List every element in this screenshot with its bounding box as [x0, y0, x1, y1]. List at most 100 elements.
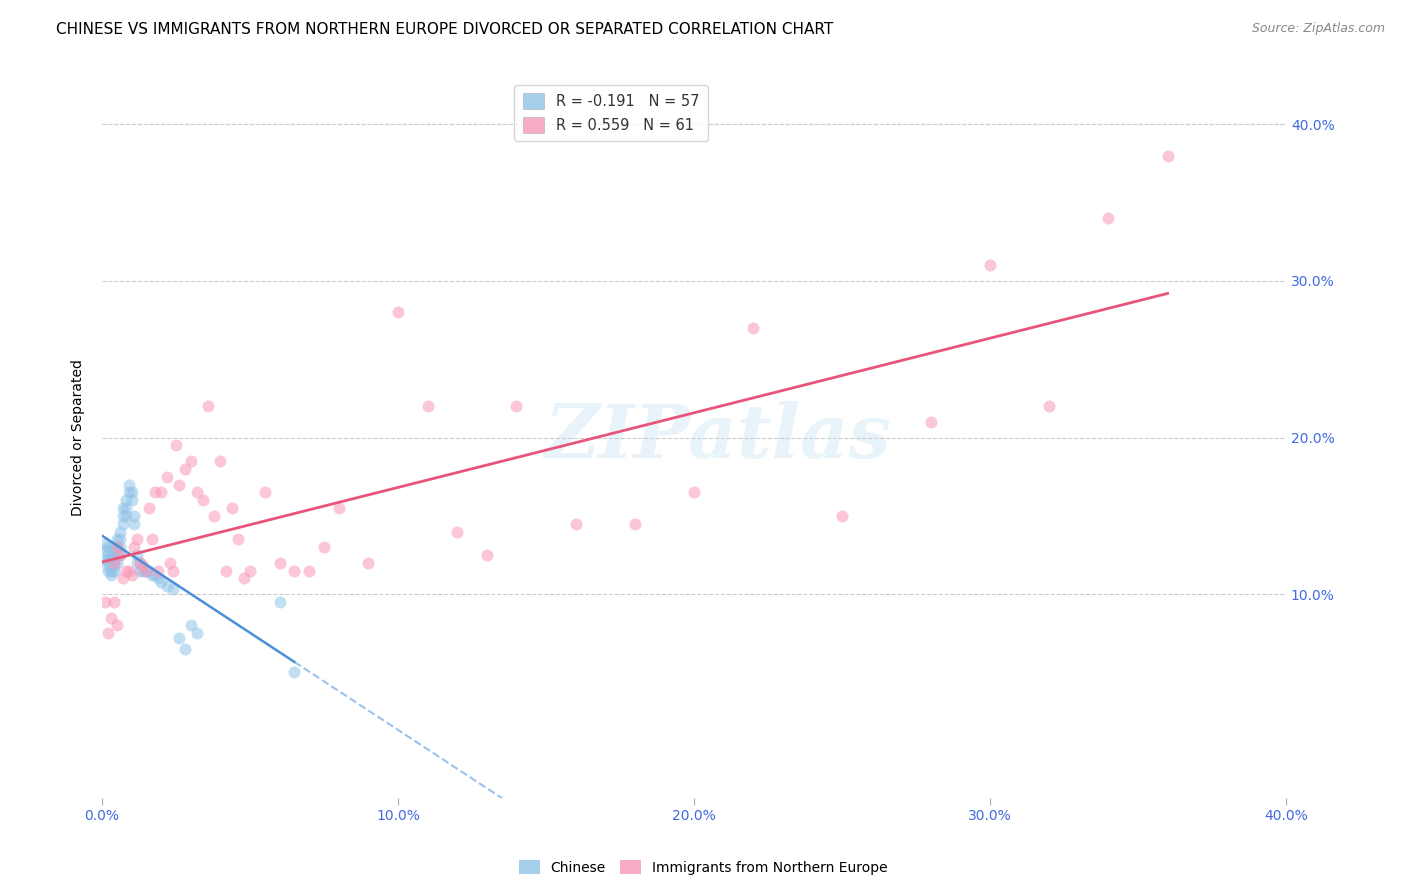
Point [920, 415, 942, 429]
Point [103, 556, 125, 570]
Point [97, 540, 120, 554]
Point [97, 548, 120, 562]
Point [298, 564, 321, 578]
Legend: Chinese, Immigrants from Northern Europe: Chinese, Immigrants from Northern Europe [513, 855, 893, 880]
Point [623, 516, 645, 531]
Point [186, 626, 208, 640]
Point [173, 462, 195, 476]
Point [253, 485, 276, 500]
Point [105, 540, 128, 554]
Point [1038, 399, 1060, 413]
Point [100, 543, 122, 558]
Point [121, 568, 143, 582]
Point [103, 595, 125, 609]
Point [97, 626, 120, 640]
Point [103, 558, 125, 573]
Point [138, 501, 160, 516]
Point [117, 477, 139, 491]
Point [209, 454, 232, 468]
Point [100, 610, 122, 624]
Point [108, 548, 131, 562]
Point [215, 564, 238, 578]
Point [129, 556, 152, 570]
Point [143, 485, 166, 500]
Point [100, 564, 122, 578]
Point [165, 438, 187, 452]
Point [124, 516, 146, 531]
Point [150, 485, 173, 500]
Point [132, 558, 155, 573]
Point [143, 568, 166, 582]
Point [97, 558, 120, 573]
Point [117, 485, 139, 500]
Point [180, 454, 202, 468]
Point [328, 501, 350, 516]
Point [146, 564, 169, 578]
Point [283, 564, 305, 578]
Point [180, 618, 202, 632]
Point [103, 552, 125, 566]
Point [156, 469, 179, 483]
Point [114, 501, 136, 516]
Point [173, 642, 195, 657]
Point [111, 572, 134, 586]
Point [564, 516, 586, 531]
Point [269, 556, 291, 570]
Point [111, 501, 134, 516]
Point [141, 568, 163, 582]
Point [117, 564, 139, 578]
Point [127, 556, 149, 570]
Point [94, 543, 117, 558]
Point [191, 493, 214, 508]
Point [111, 516, 134, 531]
Point [138, 564, 160, 578]
Point [127, 548, 149, 562]
Point [111, 508, 134, 523]
Point [416, 399, 439, 413]
Point [239, 564, 262, 578]
Point [141, 533, 163, 547]
Point [105, 548, 128, 562]
Point [105, 556, 128, 570]
Point [127, 533, 149, 547]
Point [129, 556, 152, 570]
Point [124, 540, 146, 554]
Point [831, 508, 853, 523]
Point [162, 564, 184, 578]
Point [94, 552, 117, 566]
Point [121, 485, 143, 500]
Text: CHINESE VS IMMIGRANTS FROM NORTHERN EUROPE DIVORCED OR SEPARATED CORRELATION CHA: CHINESE VS IMMIGRANTS FROM NORTHERN EURO… [56, 22, 834, 37]
Point [156, 579, 179, 593]
Point [105, 540, 128, 554]
Point [108, 524, 131, 539]
Point [132, 564, 155, 578]
Point [226, 533, 249, 547]
Point [167, 477, 190, 491]
Point [105, 618, 128, 632]
Point [167, 631, 190, 645]
Point [103, 548, 125, 562]
Point [103, 540, 125, 554]
Point [742, 321, 765, 335]
Point [159, 556, 181, 570]
Point [114, 508, 136, 523]
Point [94, 537, 117, 551]
Point [135, 564, 157, 578]
Point [100, 558, 122, 573]
Point [1156, 149, 1178, 163]
Text: Source: ZipAtlas.com: Source: ZipAtlas.com [1251, 22, 1385, 36]
Point [105, 533, 128, 547]
Point [108, 540, 131, 554]
Point [114, 493, 136, 508]
Point [312, 540, 335, 554]
Point [121, 493, 143, 508]
Point [146, 572, 169, 586]
Point [150, 574, 173, 589]
Point [221, 501, 243, 516]
Point [94, 595, 117, 609]
Point [683, 485, 706, 500]
Point [1097, 211, 1119, 226]
Point [162, 582, 184, 597]
Point [357, 556, 380, 570]
Point [97, 564, 120, 578]
